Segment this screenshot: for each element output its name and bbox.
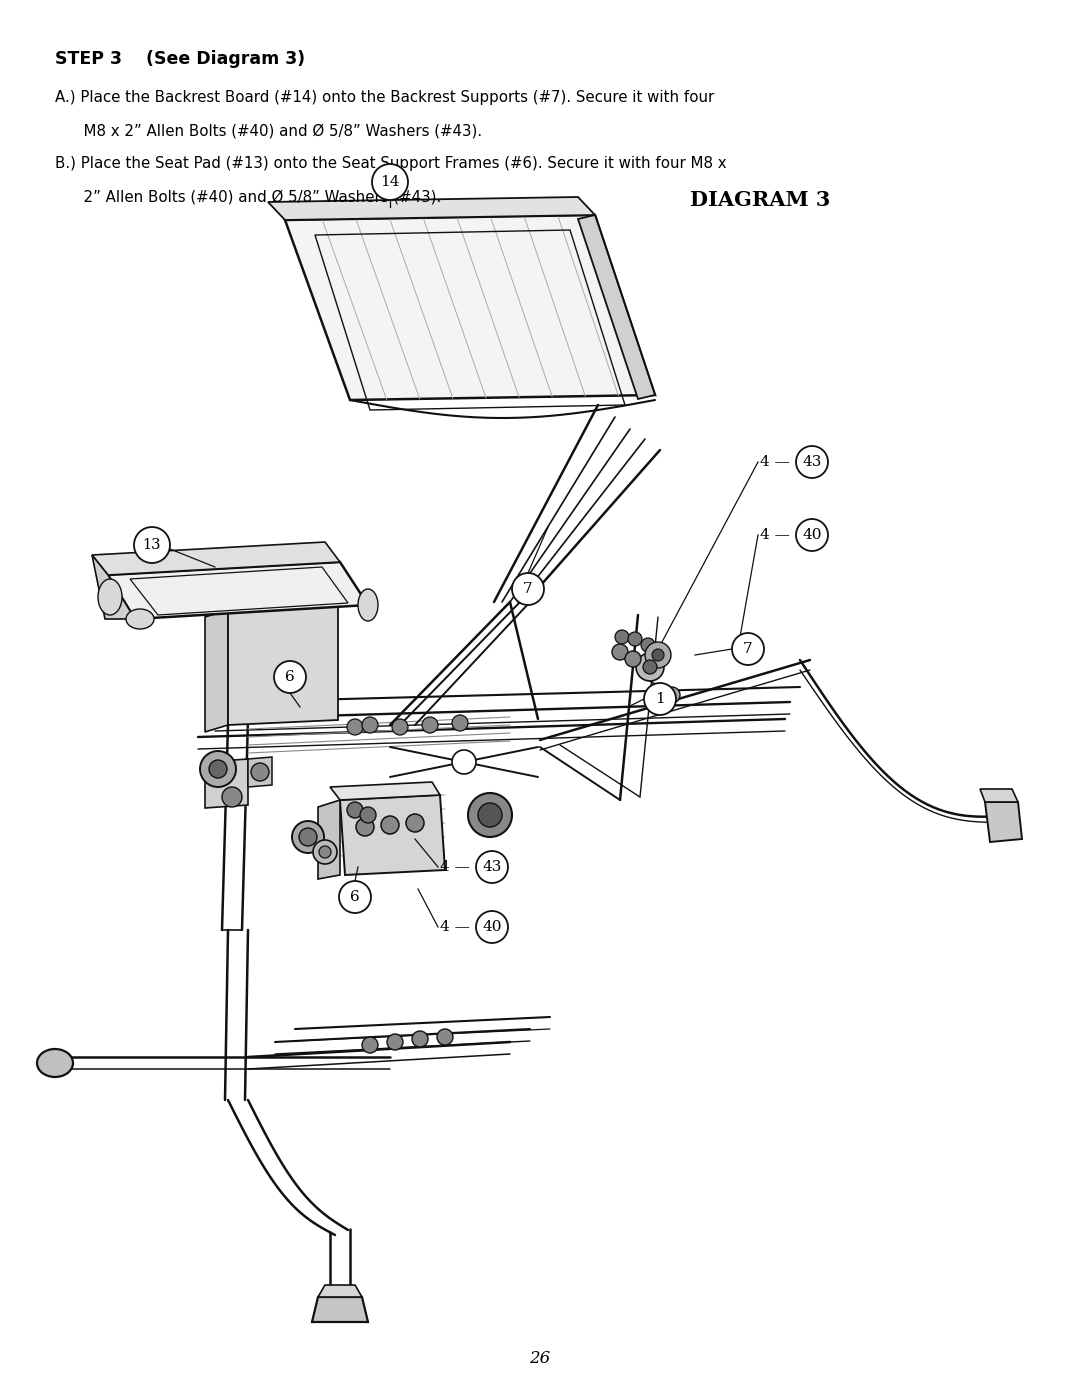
Text: 1: 1	[656, 692, 665, 705]
Polygon shape	[228, 605, 338, 725]
Polygon shape	[108, 562, 368, 619]
Circle shape	[796, 520, 828, 550]
Circle shape	[627, 631, 642, 645]
Text: DIAGRAM 3: DIAGRAM 3	[690, 190, 831, 210]
Circle shape	[664, 687, 680, 703]
Circle shape	[347, 719, 363, 735]
Circle shape	[347, 802, 363, 819]
Ellipse shape	[98, 578, 122, 615]
Circle shape	[612, 644, 627, 659]
Text: 26: 26	[529, 1350, 551, 1368]
Circle shape	[313, 840, 337, 863]
Polygon shape	[340, 795, 445, 875]
Text: 6: 6	[350, 890, 360, 904]
Ellipse shape	[357, 590, 378, 622]
Circle shape	[356, 819, 374, 835]
Circle shape	[453, 715, 468, 731]
Circle shape	[360, 807, 376, 823]
Text: 43: 43	[802, 455, 822, 469]
Circle shape	[274, 661, 306, 693]
Polygon shape	[92, 555, 135, 619]
Polygon shape	[312, 1296, 368, 1322]
Circle shape	[468, 793, 512, 837]
Circle shape	[411, 1031, 428, 1046]
Circle shape	[392, 719, 408, 735]
Text: 2” Allen Bolts (#40) and Ø 5/8” Washers (#43).: 2” Allen Bolts (#40) and Ø 5/8” Washers …	[55, 189, 442, 204]
Circle shape	[636, 652, 664, 680]
Text: A.) Place the Backrest Board (#14) onto the Backrest Supports (#7). Secure it wi: A.) Place the Backrest Board (#14) onto …	[55, 89, 714, 105]
Polygon shape	[205, 759, 248, 807]
Circle shape	[796, 446, 828, 478]
Circle shape	[134, 527, 170, 563]
Text: 13: 13	[143, 538, 161, 552]
Circle shape	[645, 643, 671, 668]
Circle shape	[319, 847, 330, 858]
Polygon shape	[268, 197, 595, 219]
Polygon shape	[318, 1285, 362, 1296]
Circle shape	[299, 828, 318, 847]
Circle shape	[362, 717, 378, 733]
Circle shape	[453, 750, 476, 774]
Text: 4 —: 4 —	[760, 528, 789, 542]
Circle shape	[362, 1037, 378, 1053]
Circle shape	[406, 814, 424, 833]
Text: 6: 6	[285, 671, 295, 685]
Circle shape	[644, 683, 676, 715]
Text: 40: 40	[802, 528, 822, 542]
Polygon shape	[330, 782, 440, 800]
Text: B.) Place the Seat Pad (#13) onto the Seat Support Frames (#6). Secure it with f: B.) Place the Seat Pad (#13) onto the Se…	[55, 156, 727, 170]
Text: 43: 43	[483, 861, 502, 875]
Circle shape	[422, 717, 438, 733]
Polygon shape	[318, 800, 340, 879]
Polygon shape	[205, 610, 228, 732]
Circle shape	[643, 659, 657, 673]
Polygon shape	[985, 802, 1022, 842]
Circle shape	[387, 1034, 403, 1051]
Polygon shape	[980, 789, 1018, 802]
Circle shape	[615, 630, 629, 644]
Circle shape	[478, 803, 502, 827]
Circle shape	[476, 911, 508, 943]
Circle shape	[625, 651, 642, 666]
Circle shape	[200, 752, 237, 787]
Polygon shape	[92, 542, 340, 576]
Circle shape	[642, 638, 654, 652]
Polygon shape	[212, 590, 338, 610]
Circle shape	[292, 821, 324, 854]
Text: 4 —: 4 —	[440, 921, 470, 935]
Circle shape	[476, 851, 508, 883]
Circle shape	[512, 573, 544, 605]
Text: STEP 3    (See Diagram 3): STEP 3 (See Diagram 3)	[55, 50, 306, 68]
Text: 14: 14	[380, 175, 400, 189]
Circle shape	[732, 633, 764, 665]
Circle shape	[210, 760, 227, 778]
Text: 7: 7	[523, 583, 532, 597]
Text: M8 x 2” Allen Bolts (#40) and Ø 5/8” Washers (#43).: M8 x 2” Allen Bolts (#40) and Ø 5/8” Was…	[55, 123, 482, 138]
Ellipse shape	[37, 1049, 73, 1077]
Polygon shape	[578, 215, 654, 400]
Circle shape	[339, 882, 372, 914]
Polygon shape	[248, 757, 272, 787]
Circle shape	[372, 163, 408, 200]
Circle shape	[652, 650, 664, 661]
Circle shape	[222, 787, 242, 807]
Circle shape	[381, 816, 399, 834]
Text: 4 —: 4 —	[760, 455, 789, 469]
Circle shape	[251, 763, 269, 781]
Ellipse shape	[126, 609, 154, 629]
Text: 40: 40	[483, 921, 502, 935]
Text: 4 —: 4 —	[440, 861, 470, 875]
Text: 7: 7	[743, 643, 753, 657]
Circle shape	[437, 1030, 453, 1045]
Polygon shape	[285, 215, 654, 400]
